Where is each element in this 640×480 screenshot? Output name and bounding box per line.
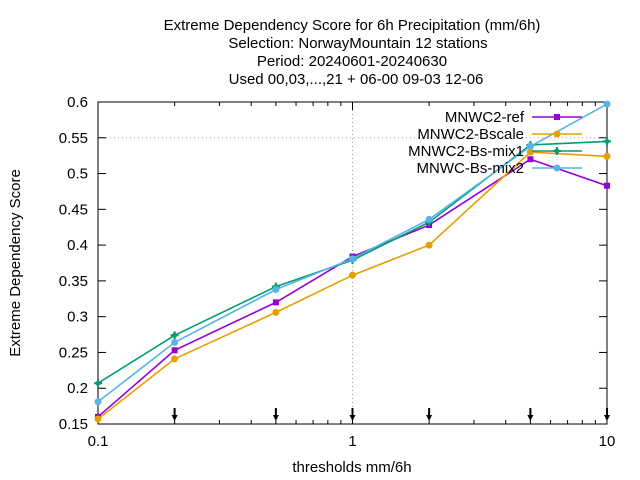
chart-title-line-4: Used 00,03,...,21 + 06-00 09-03 12-06 [229, 71, 484, 88]
chart-title-line-1: Extreme Dependency Score for 6h Precipit… [164, 17, 541, 34]
data-point-mnwc-bs-mix2 [425, 215, 433, 223]
series-mnwc2-ref [95, 156, 610, 420]
threshold-arrow-head [171, 415, 178, 421]
data-point-mnwc2-bscale [171, 355, 179, 363]
data-series [94, 100, 611, 423]
data-point-mnwc2-ref [171, 347, 178, 354]
data-point-mnwc2-ref [272, 299, 279, 306]
series-mnwc2-bscale [94, 148, 611, 423]
axes: 0.15 0.2 0.25 0.3 0.35 0.4 0.45 0.5 0.55 0.6 0.1 1 1… [59, 94, 616, 450]
legend-label-mnwc2-bs-mix1: MNWC2-Bs-mix1 [408, 143, 524, 160]
threshold-arrow-head [527, 415, 534, 421]
threshold-arrow-head [604, 415, 610, 421]
legend-label-mnwc2-bscale: MNWC2-Bscale [417, 126, 524, 143]
legend-marker-mnwc2-ref [554, 114, 560, 120]
threshold-arrow-head [426, 415, 433, 421]
legend: MNWC2-refMNWC2-BscaleMNWC2-Bs-mix1MNWC-B… [408, 109, 582, 177]
data-point-mnwc2-bscale [94, 415, 102, 423]
threshold-arrow-head [272, 415, 279, 421]
data-point-mnwc2-ref [604, 182, 610, 189]
y-tick-label: 0.55 [59, 130, 88, 147]
y-tick-label: 0.25 [59, 344, 88, 361]
data-point-mnwc2-bs-mix1 [172, 332, 178, 338]
data-point-mnwc-bs-mix2 [171, 338, 179, 346]
data-point-mnwc2-bscale [425, 241, 433, 249]
data-point-mnwc-bs-mix2 [349, 255, 356, 263]
series-mnwc-bs-mix2 [94, 100, 611, 406]
y-tick-label: 0.45 [59, 201, 88, 218]
data-point-mnwc-bs-mix2 [603, 100, 611, 108]
chart-title: Extreme Dependency Score for 6h Precipit… [164, 17, 541, 88]
legend-marker-mnwc-bs-mix2 [553, 164, 561, 172]
legend-marker-mnwc2-bscale [553, 130, 561, 138]
legend-label-mnwc2-ref: MNWC2-ref [445, 109, 525, 126]
legend-marker-mnwc2-bs-mix1 [554, 148, 560, 154]
data-point-mnwc-bs-mix2 [526, 142, 534, 150]
y-tick-label: 0.15 [59, 416, 88, 433]
y-axis-label: Extreme Dependency Score [7, 169, 24, 357]
chart-title-line-2: Selection: NorwayMountain 12 stations [228, 35, 487, 52]
y-tick-label: 0.6 [67, 94, 88, 111]
data-point-mnwc2-ref [527, 156, 534, 163]
y-tick-label: 0.4 [67, 237, 88, 254]
y-tick-label: 0.5 [67, 166, 88, 183]
x-tick-label: 0.1 [88, 433, 109, 450]
y-tick-label: 0.35 [59, 273, 88, 290]
y-tick-label: 0.3 [67, 309, 88, 326]
data-point-mnwc2-bs-mix1 [604, 138, 610, 144]
data-point-mnwc2-bscale [272, 308, 280, 316]
data-point-mnwc2-bscale [603, 152, 611, 160]
x-tick-label: 10 [599, 433, 616, 450]
y-tick-label: 0.2 [67, 380, 88, 397]
data-point-mnwc-bs-mix2 [272, 285, 280, 293]
legend-label-mnwc-bs-mix2: MNWC-Bs-mix2 [417, 160, 524, 177]
chart-title-line-3: Period: 20240601-20240630 [257, 53, 447, 70]
data-point-mnwc-bs-mix2 [94, 398, 102, 406]
threshold-arrow-head [349, 415, 356, 421]
data-point-mnwc2-bscale [349, 271, 356, 279]
x-tick-label: 1 [348, 433, 356, 450]
x-axis-label: thresholds mm/6h [292, 459, 411, 476]
data-point-mnwc2-bs-mix1 [95, 380, 101, 386]
